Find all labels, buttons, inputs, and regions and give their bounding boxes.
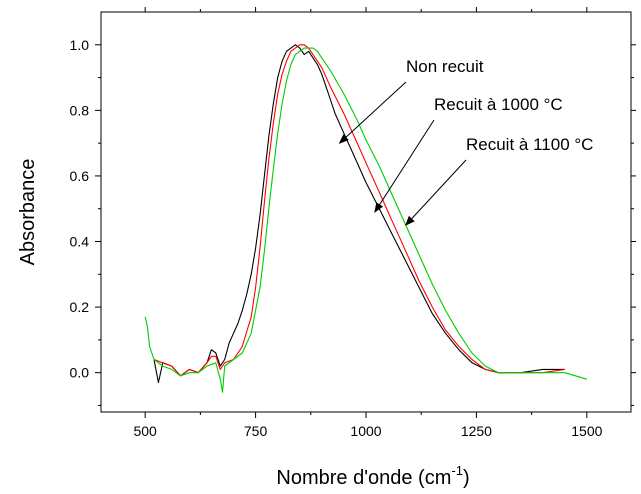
y-tick-label: 0.8 <box>70 102 90 118</box>
series-line <box>153 44 565 384</box>
plot-frame <box>100 11 632 413</box>
y-tick-label: 0.2 <box>70 299 90 315</box>
y-tick-label: 1.0 <box>70 37 90 53</box>
y-tick-label: 0.6 <box>70 168 90 184</box>
x-axis-title-superscript: -1 <box>451 463 463 478</box>
annotations: Non recuit Recuit à 1000 °C Recuit à 1100 … <box>338 57 593 226</box>
x-axis-title-main: Nombre d'onde (cm <box>276 467 451 489</box>
series-line <box>153 44 565 377</box>
y-tick-label: 0.0 <box>70 365 90 381</box>
x-tick-label: 1250 <box>461 423 492 439</box>
y-axis-title: Absorbance <box>17 159 39 266</box>
axis-ticks: 500 750 1000 1250 1500 0.0 0.2 0.4 0.6 0.8 1.0 <box>70 7 636 439</box>
x-tick-label: 500 <box>133 423 157 439</box>
annotation-arrow <box>374 119 435 213</box>
annotation-arrow <box>338 81 407 144</box>
annotation-arrow <box>405 159 467 226</box>
series-lines <box>144 44 587 393</box>
annotation-label: Recuit à 1100 °C <box>466 135 593 154</box>
x-tick-label: 750 <box>244 423 268 439</box>
annotation-label: Non recuit <box>406 57 484 76</box>
y-tick-label: 0.4 <box>70 234 90 250</box>
series-line <box>144 47 587 393</box>
annotation-label: Recuit à 1000 °C <box>434 95 563 114</box>
x-axis-title: Nombre d'onde (cm-1) <box>276 463 469 489</box>
x-tick-label: 1500 <box>571 423 602 439</box>
x-tick-label: 1000 <box>350 423 381 439</box>
x-axis-title-close: ) <box>463 467 470 489</box>
